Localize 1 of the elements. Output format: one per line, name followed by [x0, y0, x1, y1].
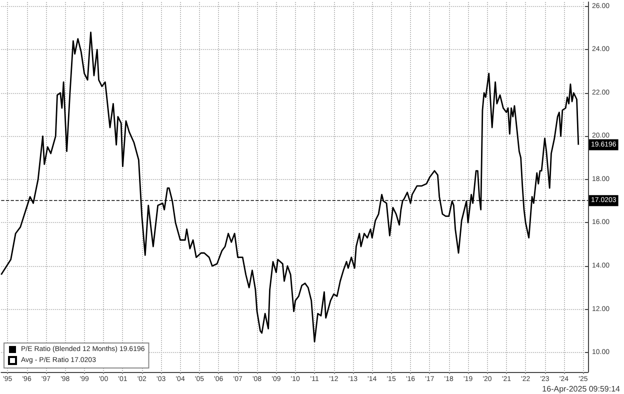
text: 16-Apr-2025 09:59:14	[542, 384, 621, 394]
